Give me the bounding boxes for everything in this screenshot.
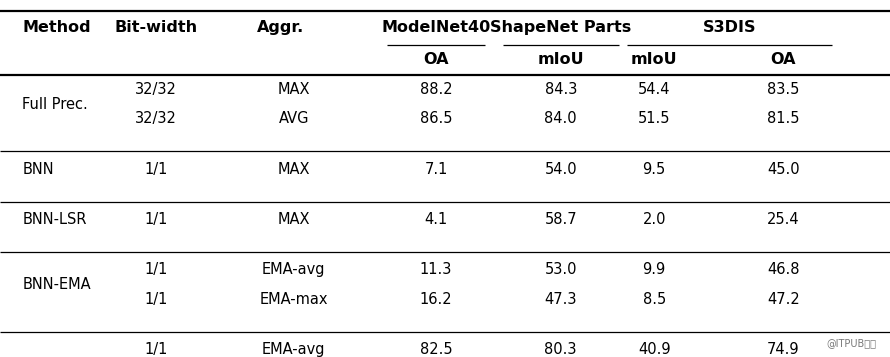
Text: 1/1: 1/1 <box>144 212 167 227</box>
Text: MAX: MAX <box>278 162 310 177</box>
Text: AVG: AVG <box>279 111 309 126</box>
Text: 4.1: 4.1 <box>425 212 448 227</box>
Text: @ITPUB博客: @ITPUB博客 <box>827 338 877 348</box>
Text: 46.8: 46.8 <box>767 262 799 277</box>
Text: 9.5: 9.5 <box>643 162 666 177</box>
Text: 54.4: 54.4 <box>638 82 670 97</box>
Text: OA: OA <box>771 52 796 67</box>
Text: MAX: MAX <box>278 212 310 227</box>
Text: 51.5: 51.5 <box>638 111 670 126</box>
Text: 47.2: 47.2 <box>767 292 799 307</box>
Text: 1/1: 1/1 <box>144 292 167 307</box>
Text: 32/32: 32/32 <box>134 82 177 97</box>
Text: ShapeNet Parts: ShapeNet Parts <box>490 20 631 35</box>
Text: MAX: MAX <box>278 82 310 97</box>
Text: mIoU: mIoU <box>631 52 677 67</box>
Text: BNN-LSR: BNN-LSR <box>22 212 86 227</box>
Text: 16.2: 16.2 <box>420 292 452 307</box>
Text: Aggr.: Aggr. <box>256 20 304 35</box>
Text: 74.9: 74.9 <box>767 342 799 357</box>
Text: mIoU: mIoU <box>538 52 584 67</box>
Text: 45.0: 45.0 <box>767 162 799 177</box>
Text: 84.0: 84.0 <box>545 111 577 126</box>
Text: EMA-avg: EMA-avg <box>262 342 326 357</box>
Text: 9.9: 9.9 <box>643 262 666 277</box>
Text: BNN-EMA: BNN-EMA <box>22 277 91 292</box>
Text: 11.3: 11.3 <box>420 262 452 277</box>
Text: 1/1: 1/1 <box>144 262 167 277</box>
Text: OA: OA <box>424 52 449 67</box>
Text: 2.0: 2.0 <box>643 212 666 227</box>
Text: EMA-avg: EMA-avg <box>262 262 326 277</box>
Text: ModelNet40: ModelNet40 <box>382 20 490 35</box>
Text: Full Prec.: Full Prec. <box>22 97 88 112</box>
Text: 82.5: 82.5 <box>420 342 452 357</box>
Text: 8.5: 8.5 <box>643 292 666 307</box>
Text: 1/1: 1/1 <box>144 342 167 357</box>
Text: 83.5: 83.5 <box>767 82 799 97</box>
Text: EMA-max: EMA-max <box>260 292 328 307</box>
Text: 32/32: 32/32 <box>134 111 177 126</box>
Text: 40.9: 40.9 <box>638 342 670 357</box>
Text: 25.4: 25.4 <box>767 212 799 227</box>
Text: Method: Method <box>22 20 91 35</box>
Text: 53.0: 53.0 <box>545 262 577 277</box>
Text: 81.5: 81.5 <box>767 111 799 126</box>
Text: 84.3: 84.3 <box>545 82 577 97</box>
Text: BNN: BNN <box>22 162 54 177</box>
Text: 54.0: 54.0 <box>545 162 577 177</box>
Text: 58.7: 58.7 <box>545 212 577 227</box>
Text: 80.3: 80.3 <box>545 342 577 357</box>
Text: 7.1: 7.1 <box>425 162 448 177</box>
Text: 86.5: 86.5 <box>420 111 452 126</box>
Text: Bit-width: Bit-width <box>114 20 198 35</box>
Text: 47.3: 47.3 <box>545 292 577 307</box>
Text: S3DIS: S3DIS <box>703 20 756 35</box>
Text: 88.2: 88.2 <box>420 82 452 97</box>
Text: 1/1: 1/1 <box>144 162 167 177</box>
